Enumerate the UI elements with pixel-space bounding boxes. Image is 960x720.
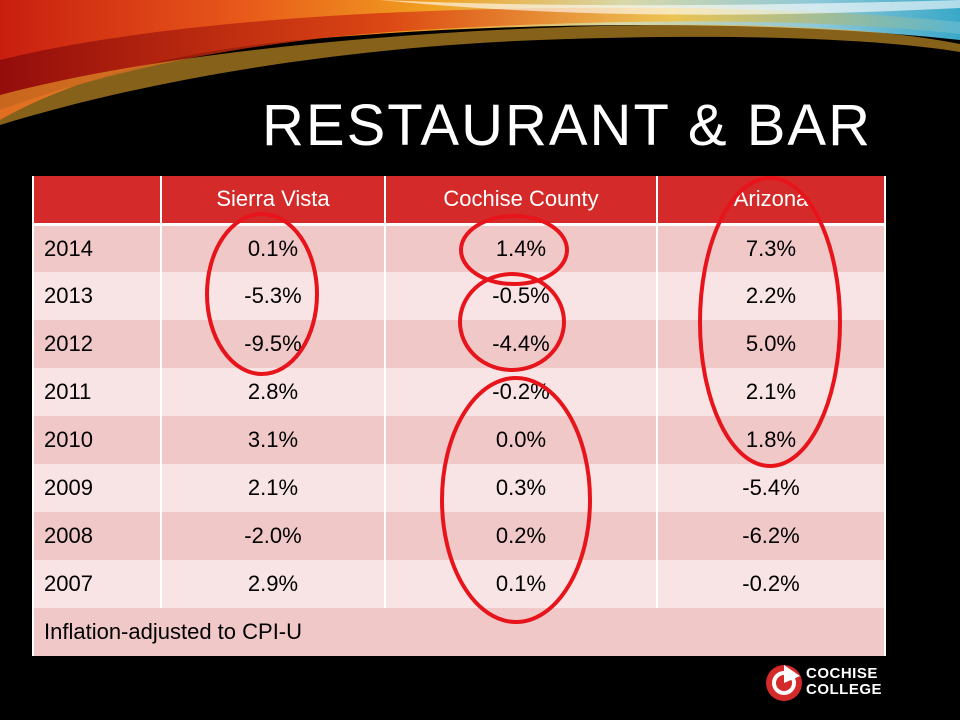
arizona-cell: 2.2% (656, 272, 886, 320)
header-cell-cochise-county: Cochise County (384, 176, 658, 226)
cochise-county-cell: 0.0% (384, 416, 658, 464)
arizona-cell: 1.8% (656, 416, 886, 464)
sierra-vista-cell: -2.0% (160, 512, 386, 560)
sierra-vista-cell: 2.1% (160, 464, 386, 512)
data-table: Sierra Vista Cochise County Arizona 2014… (32, 176, 886, 656)
arizona-cell: 7.3% (656, 224, 886, 272)
cochise-county-cell: 0.1% (384, 560, 658, 608)
cochise-county-cell: 0.2% (384, 512, 658, 560)
decorative-swoosh (0, 0, 960, 125)
year-cell: 2013 (32, 272, 162, 320)
sierra-vista-cell: -5.3% (160, 272, 386, 320)
header-cell-arizona: Arizona (656, 176, 886, 226)
arizona-cell: 2.1% (656, 368, 886, 416)
year-cell: 2014 (32, 224, 162, 272)
sierra-vista-cell: 3.1% (160, 416, 386, 464)
table-row: 2014 0.1% 1.4% 7.3% (32, 224, 886, 272)
table-row: 2007 2.9% 0.1% -0.2% (32, 560, 886, 608)
year-cell: 2010 (32, 416, 162, 464)
table-row: 2009 2.1% 0.3% -5.4% (32, 464, 886, 512)
arizona-cell: -0.2% (656, 560, 886, 608)
header-cell-corner (32, 176, 162, 226)
cochise-county-cell: 1.4% (384, 224, 658, 272)
year-cell: 2009 (32, 464, 162, 512)
header-row: Sierra Vista Cochise County Arizona (32, 176, 886, 226)
logo-line-2: COLLEGE (806, 681, 883, 698)
year-cell: 2012 (32, 320, 162, 368)
footnote-row: Inflation-adjusted to CPI-U (32, 608, 886, 656)
table-row: 2011 2.8% -0.2% 2.1% (32, 368, 886, 416)
footnote-cell: Inflation-adjusted to CPI-U (32, 608, 886, 656)
slide-title: RESTAURANT & BAR (262, 93, 872, 158)
arizona-cell: -6.2% (656, 512, 886, 560)
cochise-county-cell: -4.4% (384, 320, 658, 368)
sierra-vista-cell: 2.8% (160, 368, 386, 416)
cochise-county-cell: -0.5% (384, 272, 658, 320)
cochise-county-cell: -0.2% (384, 368, 658, 416)
cochise-college-logo: COCHISE COLLEGE (764, 662, 914, 708)
table-row: 2010 3.1% 0.0% 1.8% (32, 416, 886, 464)
table-row: 2008 -2.0% 0.2% -6.2% (32, 512, 886, 560)
year-cell: 2011 (32, 368, 162, 416)
logo-line-1: COCHISE (806, 665, 878, 682)
sierra-vista-cell: -9.5% (160, 320, 386, 368)
table-row: 2012 -9.5% -4.4% 5.0% (32, 320, 886, 368)
table-row: 2013 -5.3% -0.5% 2.2% (32, 272, 886, 320)
year-cell: 2008 (32, 512, 162, 560)
arizona-cell: -5.4% (656, 464, 886, 512)
cochise-college-logo-icon (766, 665, 802, 701)
sierra-vista-cell: 2.9% (160, 560, 386, 608)
cochise-county-cell: 0.3% (384, 464, 658, 512)
arizona-cell: 5.0% (656, 320, 886, 368)
year-cell: 2007 (32, 560, 162, 608)
header-cell-sierra-vista: Sierra Vista (160, 176, 386, 226)
sierra-vista-cell: 0.1% (160, 224, 386, 272)
